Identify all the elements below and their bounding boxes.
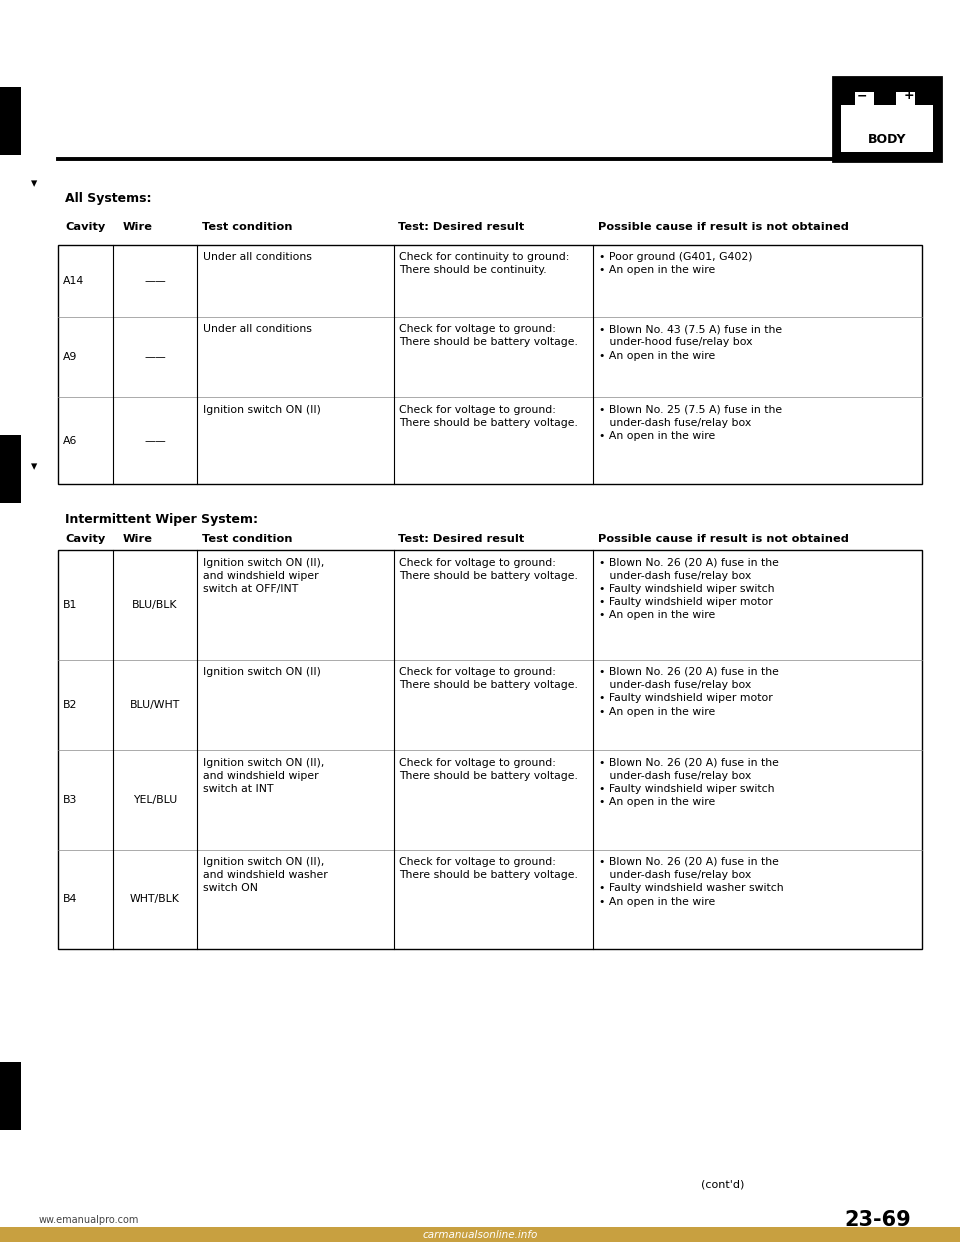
Text: Cavity: Cavity	[65, 222, 106, 232]
Bar	[58, 245, 922, 484]
Text: Wire: Wire	[123, 222, 153, 232]
Text: Possible cause if result is not obtained: Possible cause if result is not obtained	[598, 534, 849, 544]
Text: • Blown No. 25 (7.5 A) fuse in the
   under-dash fuse/relay box
• An open in the: • Blown No. 25 (7.5 A) fuse in the under…	[599, 405, 782, 441]
Bar	[0, 87, 21, 155]
Text: Check for voltage to ground:
There should be battery voltage.: Check for voltage to ground: There shoul…	[399, 758, 578, 781]
Text: B1: B1	[63, 600, 78, 610]
Bar	[0, 1227, 960, 1242]
Text: Wire: Wire	[123, 534, 153, 544]
Text: 23-69: 23-69	[845, 1210, 912, 1230]
Text: ——: ——	[144, 436, 166, 446]
Text: A6: A6	[63, 436, 78, 446]
Text: (cont'd): (cont'd)	[701, 1180, 744, 1190]
Text: BLU/WHT: BLU/WHT	[130, 699, 180, 710]
Text: ww.emanualpro.com: ww.emanualpro.com	[38, 1215, 139, 1225]
Text: B2: B2	[63, 699, 78, 710]
Text: Test condition: Test condition	[202, 222, 292, 232]
Text: • Poor ground (G401, G402)
• An open in the wire: • Poor ground (G401, G402) • An open in …	[599, 252, 753, 276]
Bar	[0, 1062, 21, 1130]
Bar	[833, 77, 941, 161]
Bar	[854, 92, 875, 106]
Text: Ignition switch ON (II): Ignition switch ON (II)	[203, 405, 321, 415]
Text: Intermittent Wiper System:: Intermittent Wiper System:	[65, 513, 258, 525]
Bar	[0, 435, 21, 503]
Text: ▾: ▾	[31, 461, 37, 473]
Text: All Systems:: All Systems:	[65, 193, 152, 205]
Text: ▾: ▾	[31, 178, 37, 190]
Text: Check for continuity to ground:
There should be continuity.: Check for continuity to ground: There sh…	[399, 252, 569, 276]
Text: Ignition switch ON (II),
and windshield wiper
switch at OFF/INT: Ignition switch ON (II), and windshield …	[203, 558, 324, 594]
Text: Ignition switch ON (II),
and windshield washer
switch ON: Ignition switch ON (II), and windshield …	[203, 857, 327, 893]
Text: Ignition switch ON (II),
and windshield wiper
switch at INT: Ignition switch ON (II), and windshield …	[203, 758, 324, 794]
Text: Cavity: Cavity	[65, 534, 106, 544]
Text: • Blown No. 43 (7.5 A) fuse in the
   under-hood fuse/relay box
• An open in the: • Blown No. 43 (7.5 A) fuse in the under…	[599, 324, 782, 360]
Text: Check for voltage to ground:
There should be battery voltage.: Check for voltage to ground: There shoul…	[399, 857, 578, 881]
Text: Check for voltage to ground:
There should be battery voltage.: Check for voltage to ground: There shoul…	[399, 324, 578, 348]
Text: BODY: BODY	[868, 133, 906, 147]
Text: A9: A9	[63, 351, 78, 363]
Text: B3: B3	[63, 795, 78, 805]
Text: −: −	[857, 89, 868, 102]
Text: Test: Desired result: Test: Desired result	[398, 222, 525, 232]
Text: Under all conditions: Under all conditions	[203, 324, 311, 334]
Text: Under all conditions: Under all conditions	[203, 252, 311, 262]
Text: carmanuaIsonline.info: carmanuaIsonline.info	[422, 1230, 538, 1240]
Text: • Blown No. 26 (20 A) fuse in the
   under-dash fuse/relay box
• Faulty windshie: • Blown No. 26 (20 A) fuse in the under-…	[599, 667, 779, 717]
Text: BLU/BLK: BLU/BLK	[132, 600, 178, 610]
Text: Ignition switch ON (II): Ignition switch ON (II)	[203, 667, 321, 677]
Text: ——: ——	[144, 351, 166, 363]
Text: Possible cause if result is not obtained: Possible cause if result is not obtained	[598, 222, 849, 232]
Text: • Blown No. 26 (20 A) fuse in the
   under-dash fuse/relay box
• Faulty windshie: • Blown No. 26 (20 A) fuse in the under-…	[599, 558, 779, 621]
Bar	[58, 550, 922, 949]
Text: WHT/BLK: WHT/BLK	[131, 894, 180, 904]
Text: Test: Desired result: Test: Desired result	[398, 534, 525, 544]
Bar	[841, 106, 933, 152]
Text: Check for voltage to ground:
There should be battery voltage.: Check for voltage to ground: There shoul…	[399, 667, 578, 691]
Text: Check for voltage to ground:
There should be battery voltage.: Check for voltage to ground: There shoul…	[399, 405, 578, 428]
Bar	[896, 92, 915, 106]
Text: A14: A14	[63, 276, 84, 286]
Text: YEL/BLU: YEL/BLU	[132, 795, 178, 805]
Text: +: +	[903, 89, 914, 102]
Text: • Blown No. 26 (20 A) fuse in the
   under-dash fuse/relay box
• Faulty windshie: • Blown No. 26 (20 A) fuse in the under-…	[599, 758, 779, 807]
Text: • Blown No. 26 (20 A) fuse in the
   under-dash fuse/relay box
• Faulty windshie: • Blown No. 26 (20 A) fuse in the under-…	[599, 857, 783, 907]
Text: ——: ——	[144, 276, 166, 286]
Text: B4: B4	[63, 894, 78, 904]
Text: Check for voltage to ground:
There should be battery voltage.: Check for voltage to ground: There shoul…	[399, 558, 578, 581]
Text: Test condition: Test condition	[202, 534, 292, 544]
